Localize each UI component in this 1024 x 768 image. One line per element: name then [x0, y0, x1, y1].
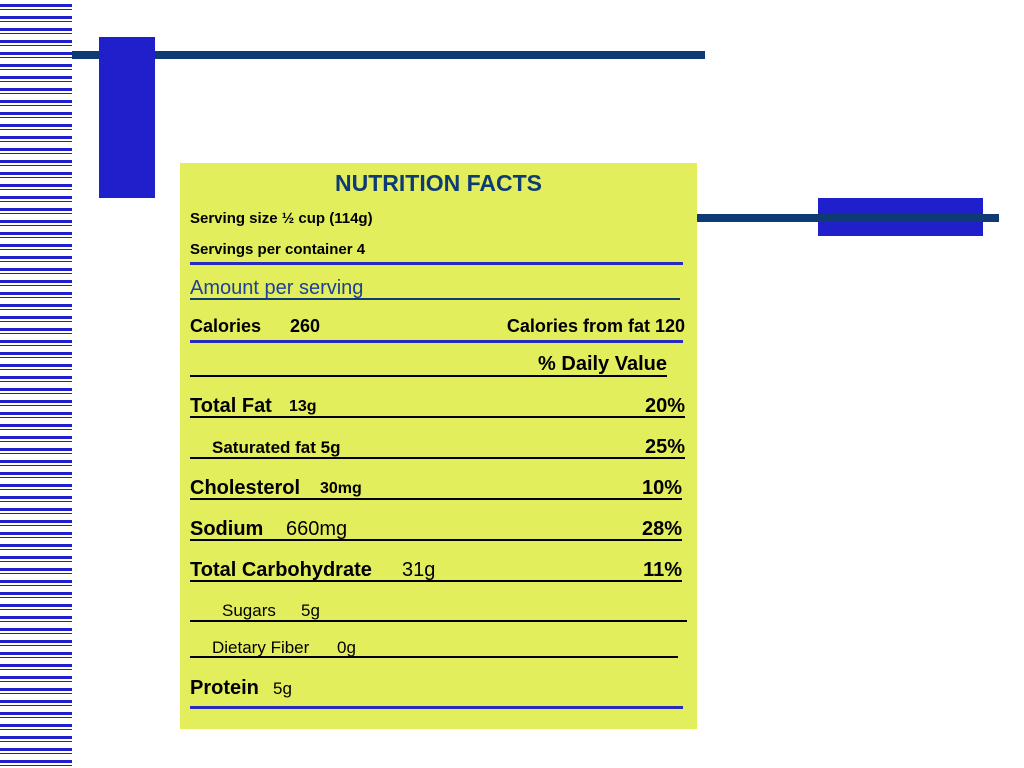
nutrient-amount: 5g	[273, 679, 292, 698]
nutrient-label: Cholesterol	[190, 477, 301, 499]
nutrient-label: Dietary Fiber	[212, 638, 310, 657]
nutrient-percent: 20%	[644, 395, 685, 417]
nutrient-percent: 10%	[641, 477, 682, 499]
daily-value-underline	[190, 375, 667, 377]
divider-rule	[190, 340, 683, 343]
nutrient-label: Sugars	[222, 601, 276, 620]
nutrient-label: Total Fat	[190, 395, 272, 417]
row-underline	[190, 457, 685, 459]
amount-per-serving: Amount per serving	[190, 277, 364, 299]
decorative-stripes	[0, 0, 72, 768]
divider-rule	[190, 262, 683, 265]
amount-underline	[190, 298, 680, 300]
row-underline	[190, 539, 682, 541]
nutrient-label: Saturated fat 5g	[212, 438, 341, 457]
nutrient-label: Protein	[190, 677, 259, 699]
nutrient-amount: 13g	[289, 398, 317, 415]
row-underline	[190, 620, 687, 622]
label-title: NUTRITION FACTS	[335, 170, 542, 196]
nutrient-percent: 11%	[643, 559, 682, 581]
nutrition-label	[180, 163, 697, 729]
calories-value: 260	[290, 316, 321, 336]
divider-rule	[190, 706, 683, 709]
nutrient-amount: 31g	[402, 559, 436, 581]
navy-top-bar	[72, 51, 705, 59]
nutrient-amount: 660mg	[286, 518, 348, 540]
nutrient-amount: 5g	[301, 601, 320, 620]
nutrient-label: Sodium	[190, 518, 264, 540]
nutrient-label: Total Carbohydrate	[190, 559, 372, 581]
calories-from-fat: Calories from fat 120	[506, 316, 685, 336]
nutrient-percent: 28%	[641, 518, 682, 540]
servings-per-container: Servings per container 4	[190, 241, 366, 258]
row-underline	[190, 498, 682, 500]
navy-right-bar-overlay	[818, 214, 999, 222]
row-underline	[190, 580, 682, 582]
nutrient-amount: 30mg	[320, 480, 362, 497]
blue-block-left	[99, 37, 155, 198]
row-underline	[190, 656, 678, 658]
nutrient-amount: 0g	[337, 638, 356, 657]
serving-size: Serving size ½ cup (114g)	[190, 210, 373, 227]
row-underline	[190, 416, 685, 418]
nutrient-percent: 25%	[644, 436, 685, 458]
daily-value-header: % Daily Value	[538, 353, 667, 375]
calories-label: Calories	[190, 316, 262, 336]
